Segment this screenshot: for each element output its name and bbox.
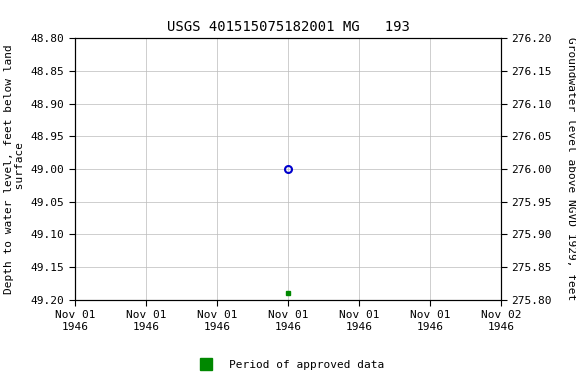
Y-axis label: Groundwater level above NGVD 1929, feet: Groundwater level above NGVD 1929, feet	[566, 37, 576, 301]
Title: USGS 401515075182001 MG   193: USGS 401515075182001 MG 193	[166, 20, 410, 35]
Legend: Period of approved data: Period of approved data	[188, 355, 388, 375]
Y-axis label: Depth to water level, feet below land
 surface: Depth to water level, feet below land su…	[3, 44, 25, 294]
